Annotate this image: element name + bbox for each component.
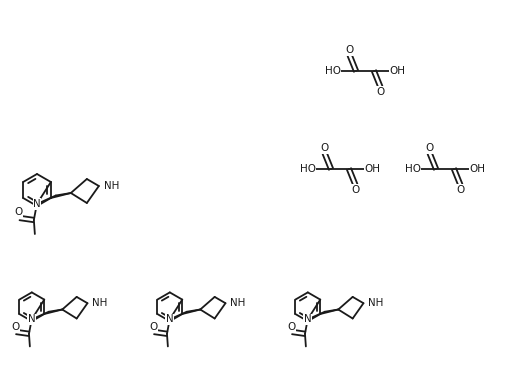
Text: NH: NH — [230, 298, 245, 308]
Text: O: O — [321, 143, 329, 153]
Text: O: O — [11, 321, 19, 332]
Text: O: O — [346, 45, 354, 55]
Text: OH: OH — [389, 66, 405, 76]
Text: O: O — [456, 185, 464, 195]
Text: NH: NH — [368, 298, 383, 308]
Text: O: O — [15, 207, 23, 217]
Text: N: N — [166, 314, 173, 324]
Text: N: N — [304, 314, 311, 324]
Text: NH: NH — [104, 181, 119, 191]
Text: N: N — [28, 314, 35, 324]
Text: HO: HO — [300, 164, 315, 174]
Text: O: O — [287, 321, 295, 332]
Text: O: O — [351, 185, 360, 195]
Text: HO: HO — [325, 66, 341, 76]
Text: OH: OH — [469, 164, 485, 174]
Text: OH: OH — [364, 164, 380, 174]
Text: N: N — [33, 199, 41, 209]
Text: NH: NH — [92, 298, 107, 308]
Text: O: O — [149, 321, 157, 332]
Text: O: O — [376, 86, 384, 97]
Text: HO: HO — [405, 164, 421, 174]
Text: O: O — [426, 143, 434, 153]
